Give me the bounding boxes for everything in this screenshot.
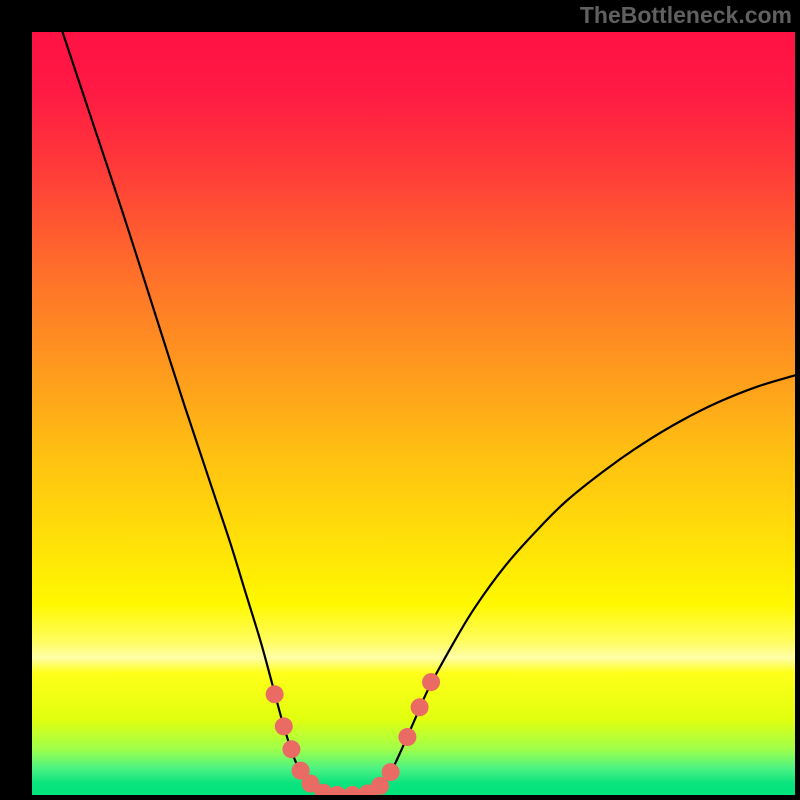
highlight-marker — [275, 717, 293, 735]
highlight-marker — [422, 673, 440, 691]
plot-background — [32, 32, 795, 795]
highlight-marker — [282, 740, 300, 758]
watermark-text: TheBottleneck.com — [580, 2, 792, 29]
highlight-marker — [398, 728, 416, 746]
highlight-marker — [266, 685, 284, 703]
highlight-marker — [382, 763, 400, 781]
bottleneck-chart — [0, 0, 800, 800]
highlight-marker — [411, 698, 429, 716]
